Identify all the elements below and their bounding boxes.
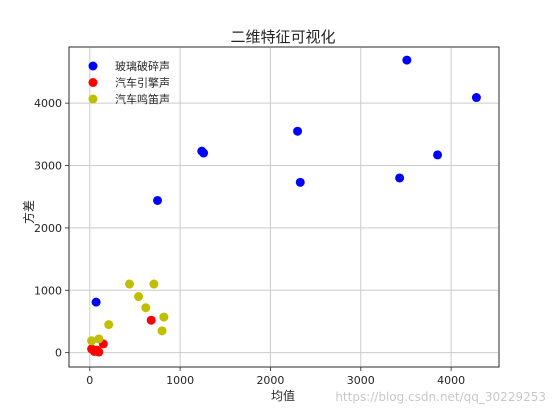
- data-point: [153, 195, 163, 205]
- legend-label: 汽车鸣笛声: [115, 92, 170, 106]
- x-tick-label: 1000: [166, 374, 194, 387]
- x-tick-label: 4000: [437, 374, 465, 387]
- data-point: [87, 336, 97, 346]
- watermark-text: https://blog.csdn.net/qq_30229253: [335, 390, 546, 404]
- data-point: [146, 315, 156, 325]
- legend-marker: [88, 78, 98, 87]
- data-point: [157, 326, 167, 336]
- legend-marker: [88, 61, 98, 71]
- x-tick-label: 0: [86, 374, 93, 387]
- data-point: [433, 150, 443, 160]
- y-tick-label: 0: [55, 347, 62, 360]
- legend-label: 玻璃破碎声: [115, 59, 170, 73]
- x-axis-ticks: 0 1000 2000 3000 4000: [86, 367, 465, 387]
- data-point: [141, 303, 151, 313]
- data-point: [134, 292, 144, 302]
- data-point: [149, 279, 159, 289]
- x-tick-label: 2000: [256, 374, 284, 387]
- plot-background: [68, 46, 500, 368]
- data-point: [471, 93, 481, 103]
- x-tick-label: 3000: [347, 374, 375, 387]
- x-axis-label: 均值: [271, 388, 295, 403]
- data-point: [402, 55, 412, 65]
- data-point: [91, 297, 101, 307]
- data-points: [87, 55, 481, 357]
- data-point: [293, 126, 303, 136]
- legend-label: 汽车引擎声: [115, 76, 170, 90]
- y-tick-label: 4000: [34, 97, 62, 110]
- y-tick-label: 3000: [34, 160, 62, 173]
- y-axis-ticks: 0 1000 2000 3000 4000: [34, 97, 69, 360]
- y-axis-label: 方差: [21, 200, 36, 224]
- data-point: [295, 177, 305, 187]
- plot-area: [68, 46, 500, 368]
- data-point: [125, 279, 135, 289]
- data-point: [199, 148, 209, 158]
- chart-title: 二维特征可视化: [230, 28, 335, 46]
- data-point: [94, 334, 104, 344]
- data-point: [159, 312, 169, 322]
- y-tick-label: 2000: [34, 222, 62, 235]
- plot-frame: [68, 46, 500, 368]
- data-point: [94, 347, 104, 357]
- y-tick-label: 1000: [34, 284, 62, 297]
- legend-marker: [88, 94, 98, 104]
- data-point: [104, 320, 114, 330]
- data-point: [395, 173, 405, 183]
